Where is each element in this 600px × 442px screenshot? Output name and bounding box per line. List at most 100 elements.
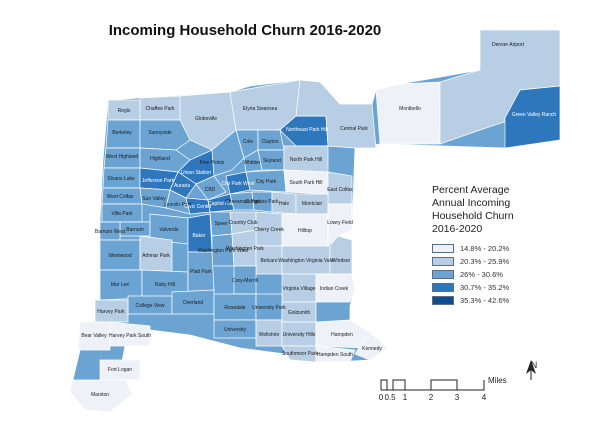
legend-label: 26% - 30.6% (460, 270, 503, 279)
label-mar-lee: Mar Lee (111, 282, 130, 288)
legend-row: 26% - 30.6% (432, 268, 582, 281)
scale-tick: 0.5 (384, 393, 396, 402)
legend-title-line: 2016-2020 (432, 223, 483, 235)
north-arrow-icon (526, 360, 536, 380)
label-overland: Overland (183, 300, 204, 306)
label-clayton: Clayton (262, 139, 279, 145)
label-cherry-creek: Cherry Creek (254, 227, 284, 233)
legend-title-line: Household Churn (432, 210, 514, 222)
label-city-park-west: City Park West (222, 181, 256, 187)
neighborhood-kennedy (354, 333, 389, 361)
label-platt-park: Platt Park (190, 269, 212, 275)
label-regis: Regis (118, 108, 131, 114)
label-ruby-hill: Ruby Hill (155, 282, 175, 288)
label-country-club: Country Club (228, 220, 257, 226)
label-congress-park: Congress Park (245, 199, 279, 205)
label-valverde: Valverde (159, 227, 179, 233)
legend-row: 30.7% - 35.2% (432, 281, 582, 294)
legend-swatch (432, 270, 454, 279)
neighborhood-marston (69, 379, 133, 413)
legend-swatch (432, 244, 454, 253)
label-lowry-field: Lowry Field (327, 220, 353, 226)
label-hale: Hale (279, 201, 290, 207)
label-southmoor-park: Southmoor Park (282, 351, 319, 357)
neighborhood-harvey-park-south (109, 321, 151, 347)
label-highland: Highland (150, 156, 170, 162)
label-rosedale: Rosedale (224, 305, 245, 311)
north-arrow: N (524, 360, 544, 380)
label-whittier: Whittier (244, 160, 261, 166)
label-sloans-lake: Sloans Lake (107, 176, 135, 182)
legend-swatch (432, 257, 454, 266)
label-skyland: Skyland (263, 158, 281, 164)
label-montbello: Montbello (399, 106, 421, 112)
label-elyria-swansea: Elyria Swansea (243, 106, 278, 112)
label-west-colfax: West Colfax (107, 194, 134, 200)
legend-label: 14.8% - 20.2% (460, 244, 510, 253)
scale-tick: 2 (428, 393, 434, 402)
label-denver-airport: Denver Airport (492, 42, 525, 48)
label-windsor: Windsor (332, 258, 351, 264)
label-barnum-west: Barnum West (95, 229, 126, 235)
label-cory-merrill: Cory-Merrill (232, 278, 258, 284)
label-belcaro: Belcaro (261, 258, 278, 264)
scale-bar-graphic (380, 379, 485, 391)
scale-tick: 4 (481, 393, 487, 402)
label-globeville: Globeville (195, 116, 217, 122)
label-sunnyside: Sunnyside (148, 130, 172, 136)
label-bear-valley: Bear Valley (81, 333, 107, 339)
label-westwood: Westwood (108, 253, 131, 259)
legend-label: 30.7% - 35.2% (460, 283, 510, 292)
north-letter: N (530, 360, 538, 370)
neighborhood-harvey-park (94, 299, 129, 323)
label-washington-park: Washington Park (226, 246, 264, 252)
label-fort-logan: Fort Logan (108, 367, 132, 373)
label-college-view: College View (135, 303, 164, 309)
legend-row: 14.8% - 20.2% (432, 242, 582, 255)
label-green-valley-ranch: Green Valley Ranch (512, 112, 557, 118)
scale-tick: 3 (454, 393, 460, 402)
label-washington-virginia-vale: Washington Virginia Vale (278, 258, 333, 264)
label-virginia-village: Virginia Village (283, 286, 316, 292)
legend-swatch (432, 296, 454, 305)
neighborhood-labels: Regis Chaffee Park Berkeley Sunnyside Gl… (81, 42, 556, 398)
label-baker: Baker (192, 233, 205, 239)
label-auraria: Auraria (174, 183, 190, 189)
label-sun-valley: Sun Valley (142, 196, 166, 202)
label-northeast-park-hill: Northeast Park Hill (286, 127, 328, 133)
legend-title-line: Annual Incoming (432, 197, 511, 209)
scale-tick: 0 (378, 393, 384, 402)
label-villa-park: Villa Park (111, 211, 133, 217)
label-harvey-park-south: Harvey Park South (109, 333, 151, 339)
scale-unit: Miles (488, 376, 507, 385)
label-athmar-park: Athmar Park (142, 253, 170, 259)
label-east-colfax: East Colfax (327, 187, 353, 193)
legend-label: 20.3% - 25.9% (460, 257, 510, 266)
label-hampden: Hampden (331, 332, 353, 338)
scale-tick: 1 (402, 393, 408, 402)
label-montclair: Montclair (302, 201, 323, 207)
label-cole: Cole (243, 139, 254, 145)
label-indian-creek: Indian Creek (320, 286, 349, 292)
legend-row: 20.3% - 25.9% (432, 255, 582, 268)
neighborhood-bear-valley (77, 321, 111, 351)
neighborhood-hampden-south (315, 345, 356, 363)
label-west-highland: West Highland (106, 154, 139, 160)
label-south-park-hill: South Park Hill (289, 180, 322, 186)
label-hilltop: Hilltop (298, 228, 312, 234)
legend: Percent Average Annual Incoming Househol… (432, 184, 582, 307)
label-hampden-south: Hampden South (317, 352, 353, 358)
label-jefferson-park: Jefferson Park (142, 178, 175, 184)
label-five-points: Five Points (200, 160, 225, 166)
label-union-station: Union Station (181, 170, 211, 176)
label-city-park: City Park (256, 179, 277, 185)
legend-title: Percent Average Annual Incoming Househol… (432, 184, 582, 236)
neighborhood-fort-logan (99, 359, 141, 381)
label-barnum: Barnum (126, 227, 144, 233)
neighborhood-five-points (211, 129, 245, 177)
label-north-park-hill: North Park Hill (290, 157, 322, 163)
legend-row: 35.3% - 42.6% (432, 294, 582, 307)
label-university: University (224, 327, 246, 333)
